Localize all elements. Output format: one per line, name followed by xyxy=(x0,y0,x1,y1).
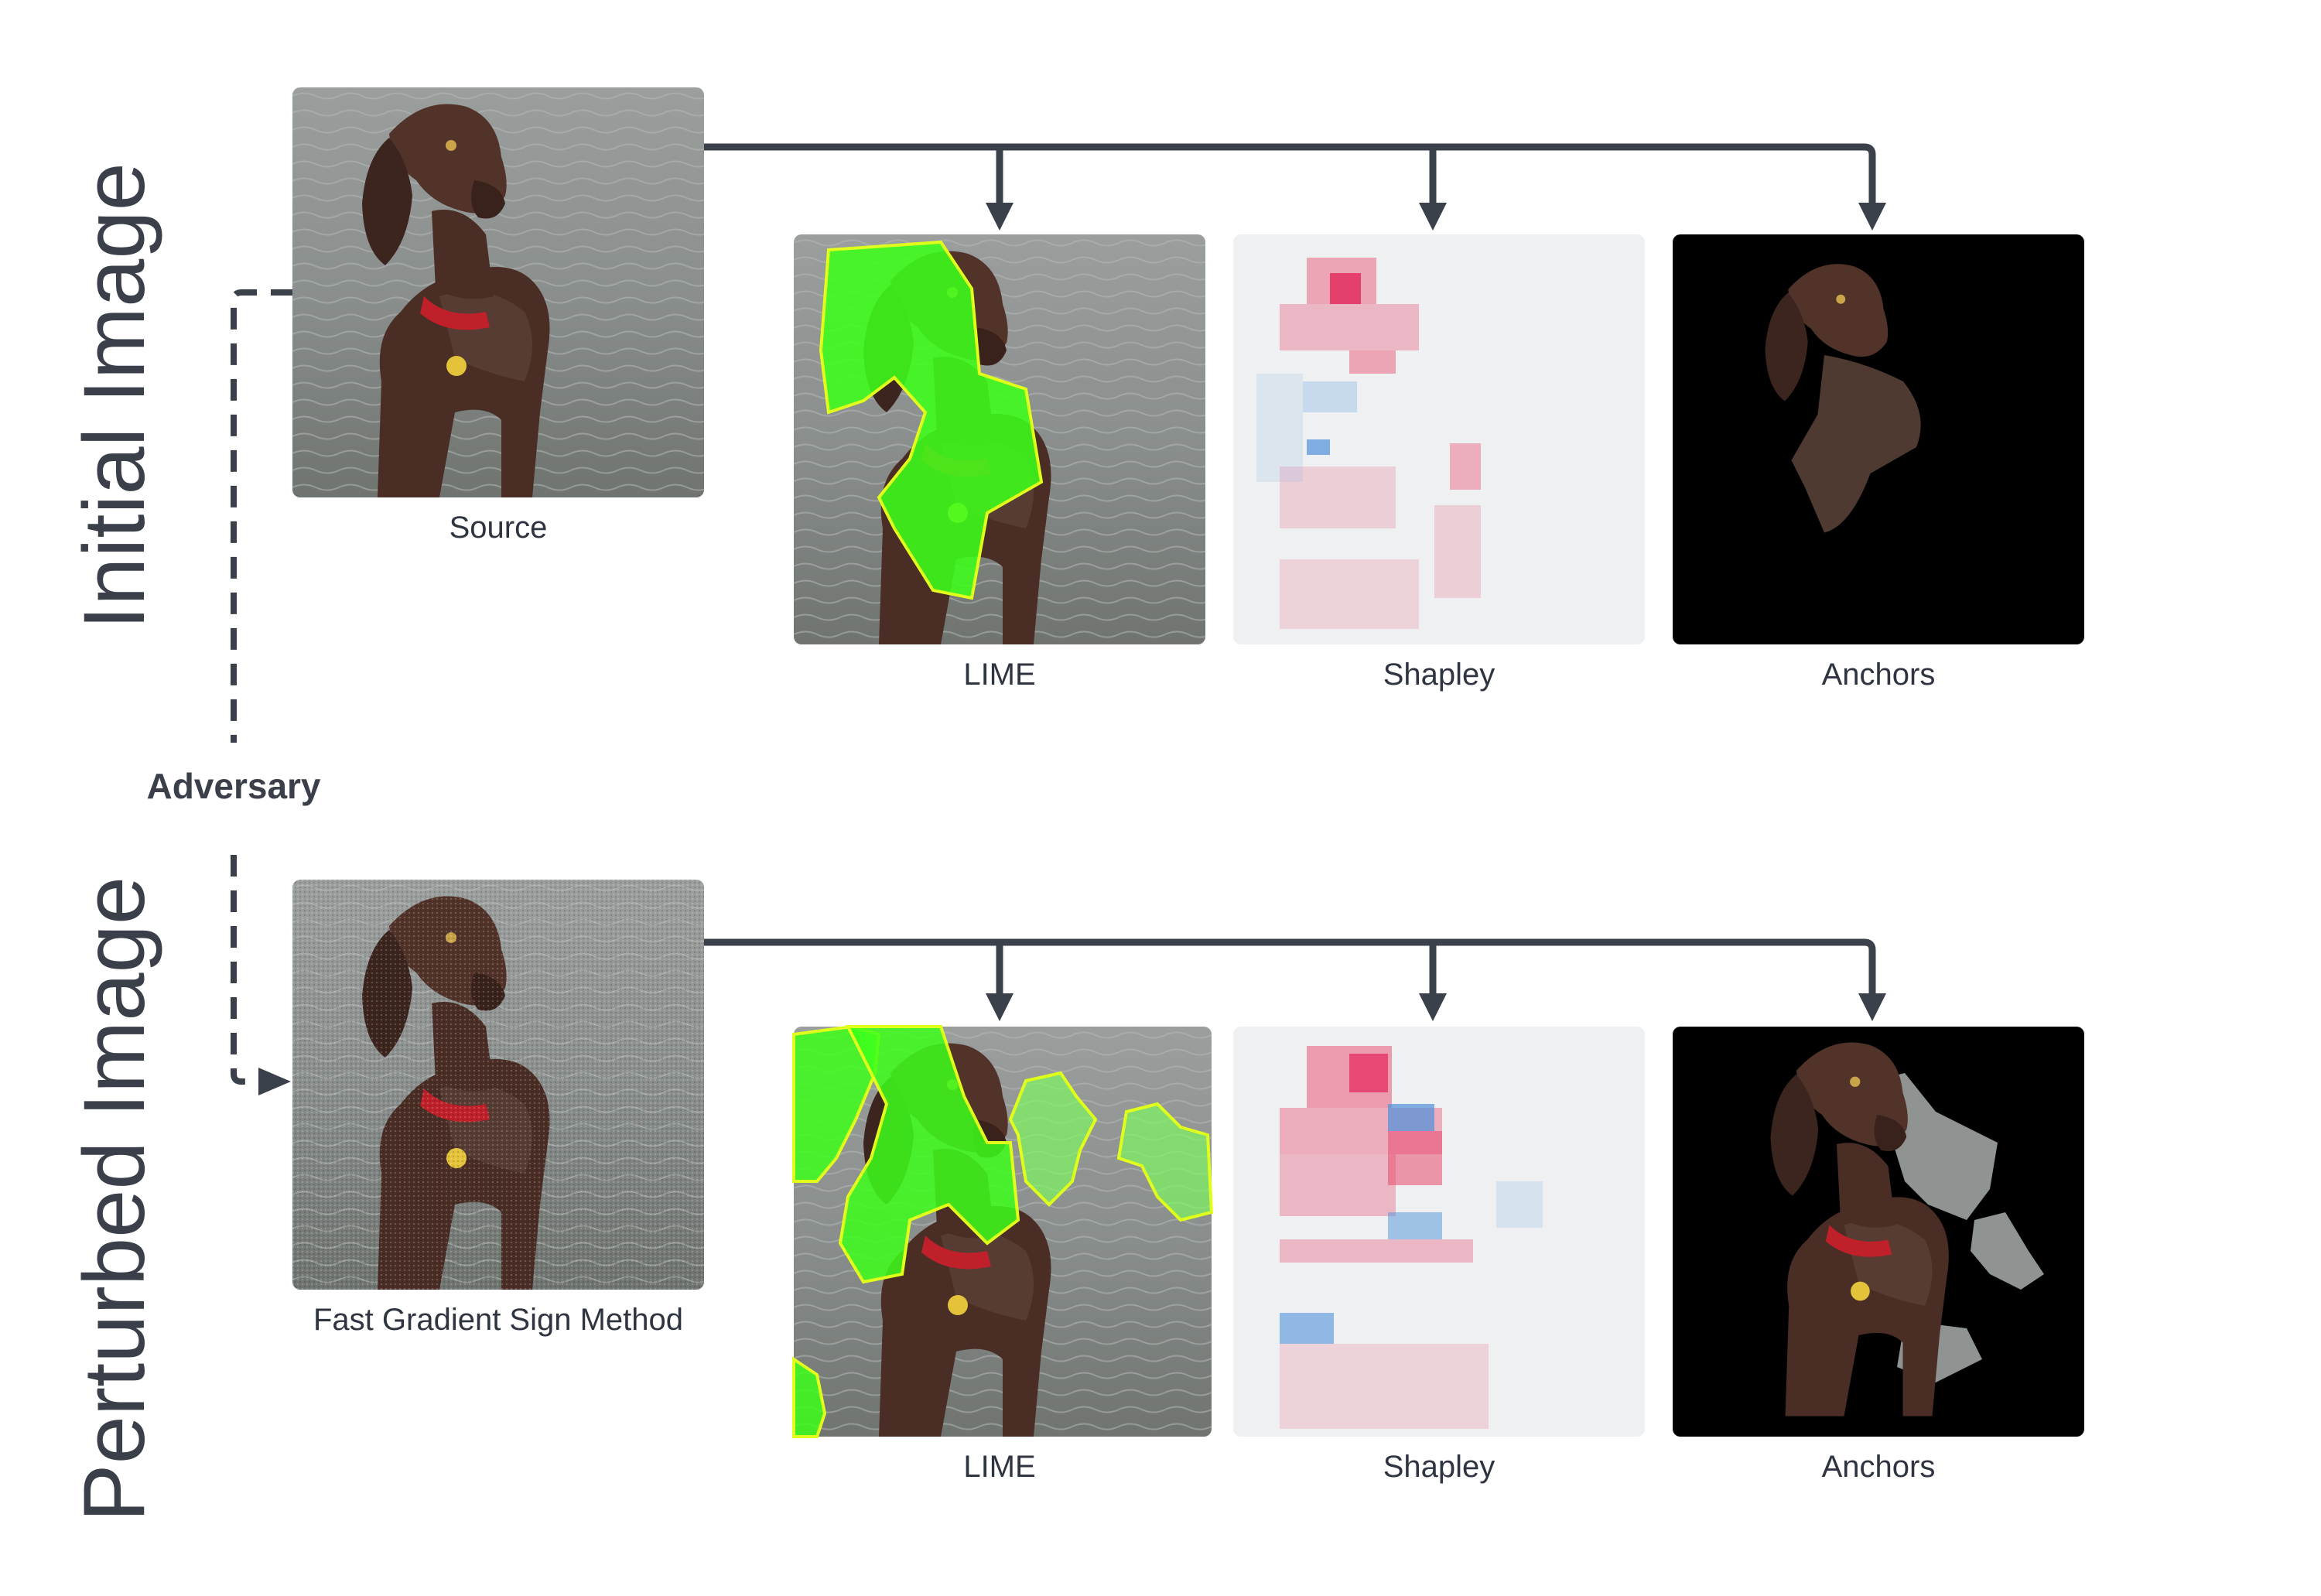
adversary-label: Adversary xyxy=(146,766,321,806)
shapley-panel-perturbed xyxy=(1233,1027,1645,1437)
lime-panel-initial xyxy=(794,234,1205,644)
lime-panel-perturbed xyxy=(792,1024,1214,1438)
lime-caption-perturbed: LIME xyxy=(963,1450,1036,1484)
connectors-perturbed xyxy=(704,938,1876,1000)
anchors-panel-perturbed xyxy=(1673,1027,2084,1437)
anchors-caption-initial: Anchors xyxy=(1821,658,1936,692)
arrowheads-initial xyxy=(986,203,1886,231)
row-title-initial: Initial Image xyxy=(66,162,162,630)
shapley-caption-perturbed: Shapley xyxy=(1383,1450,1495,1484)
anchors-caption-perturbed: Anchors xyxy=(1821,1450,1936,1484)
shapley-panel-initial xyxy=(1233,234,1645,644)
source-image xyxy=(292,87,704,497)
row-title-perturbed: Perturbed Image xyxy=(66,876,162,1523)
lime-caption-initial: LIME xyxy=(963,658,1036,692)
connectors-initial xyxy=(704,143,1876,209)
anchors-panel-initial xyxy=(1673,234,2084,644)
shapley-caption-initial: Shapley xyxy=(1383,658,1495,692)
fgsm-caption: Fast Gradient Sign Method xyxy=(313,1303,684,1337)
adversary-arrowhead xyxy=(258,1068,291,1095)
perturbed-image xyxy=(292,880,704,1290)
source-caption: Source xyxy=(449,511,548,545)
arrowheads-perturbed xyxy=(986,993,1886,1021)
adversary-connector xyxy=(231,289,292,1085)
